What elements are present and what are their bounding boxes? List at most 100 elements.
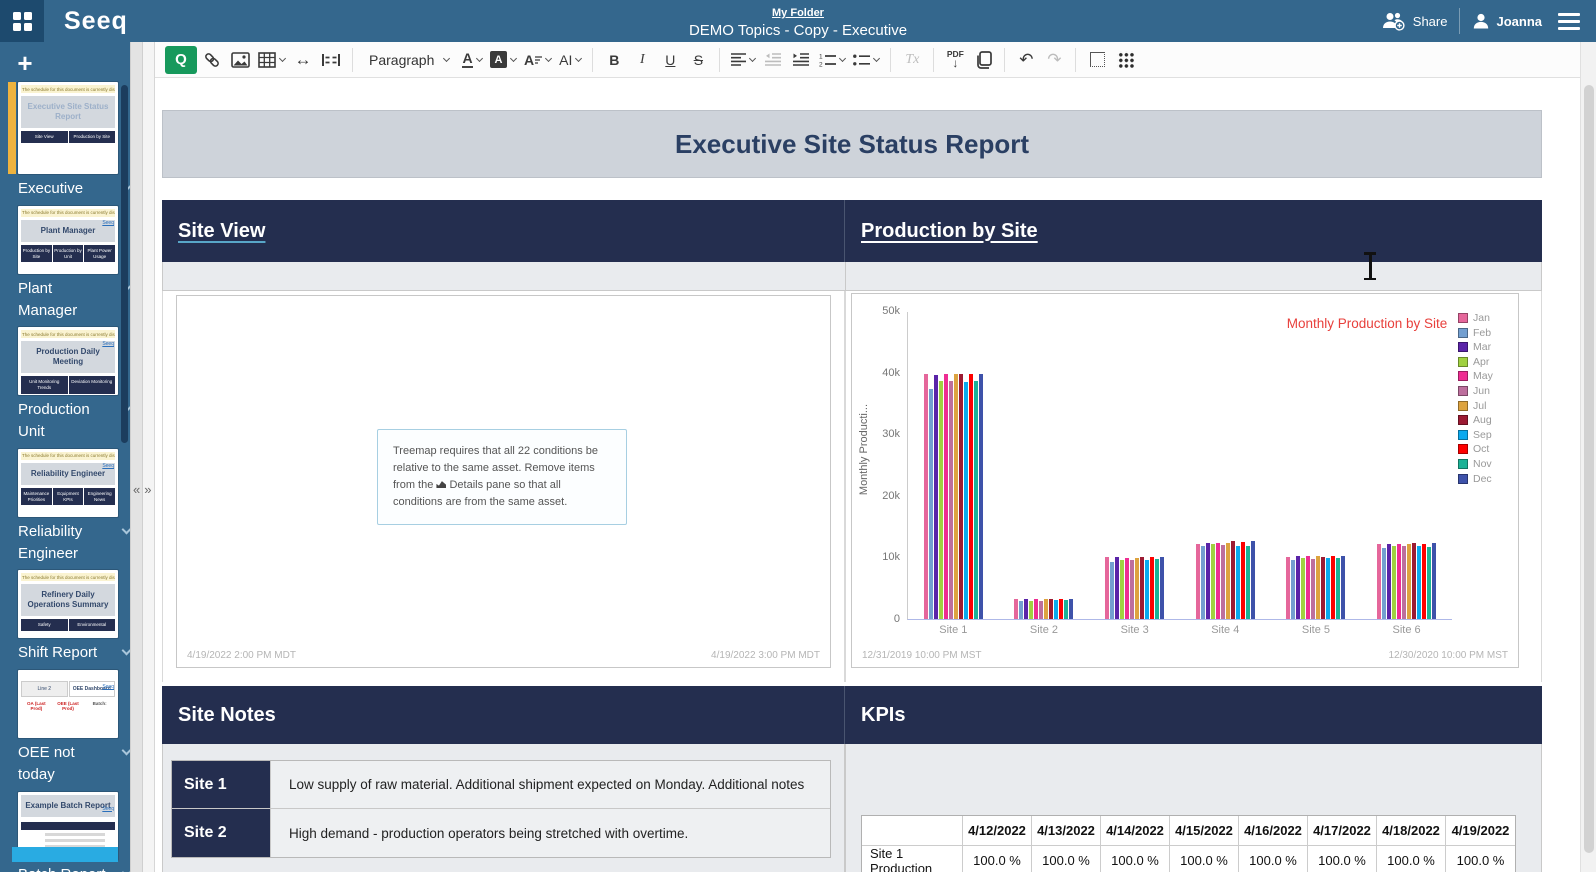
bar: [1059, 599, 1064, 619]
chart-y-axis-label: Monthly Producti...: [858, 404, 870, 496]
sidebar-scrollbar[interactable]: [121, 85, 128, 443]
thumbnail-cells: Line 2 OEE Dashboard: [21, 681, 115, 697]
sidebar-splitter[interactable]: «»: [130, 42, 155, 872]
sidebar-item-label[interactable]: Shift Report: [18, 642, 130, 664]
thumbnail-sections: Unit Monitoring Trends Deviation Monitori…: [21, 376, 115, 394]
bar-group: [1195, 541, 1255, 619]
sidebar-item-label[interactable]: Reliability Engineer: [18, 521, 130, 565]
border-style-button[interactable]: [1084, 46, 1110, 74]
seeq-link[interactable]: Seeq: [102, 219, 114, 226]
chevron-down-icon[interactable]: [121, 745, 130, 756]
production-by-site-link[interactable]: Production by Site: [861, 219, 1038, 242]
kpi-value-cell: 100.0 %: [1446, 846, 1515, 872]
production-chart[interactable]: Monthly Production by Site Monthly Produ…: [851, 293, 1519, 668]
clear-formatting-button[interactable]: Tx: [905, 51, 920, 67]
document-thumbnail[interactable]: Seeq Line 2 OEE Dashboard OA (Last Prod) OEE…: [18, 670, 118, 738]
font-family-button[interactable]: AI: [556, 46, 584, 74]
insert-seeq-content-button[interactable]: Q: [165, 45, 197, 74]
sidebar-item-label[interactable]: OEE not today: [18, 742, 130, 786]
bar: [1296, 556, 1301, 619]
kpi-value-cell: 100.0 %: [1170, 846, 1239, 872]
document-thumbnail[interactable]: The schedule for this document is curren…: [18, 205, 118, 274]
bar: [1392, 545, 1397, 619]
paragraph-style-dropdown[interactable]: Paragraph: [361, 46, 457, 74]
breadcrumb[interactable]: My Folder: [772, 7, 824, 19]
scrollbar-thumb[interactable]: [1584, 85, 1594, 853]
indent-button[interactable]: [788, 46, 814, 74]
legend-label: Dec: [1473, 472, 1492, 485]
copy-pages-button[interactable]: [970, 46, 996, 74]
strikethrough-button[interactable]: S: [693, 51, 704, 68]
thumbnail-section-chip: Equipment KPIs: [52, 487, 84, 506]
sidebar-item-label[interactable]: Plant Manager: [18, 278, 130, 322]
page-break-button[interactable]: [318, 46, 344, 74]
document-thumbnail[interactable]: The schedule for this document is curren…: [18, 327, 118, 396]
topic-document[interactable]: Executive Site Status Report Site View P…: [155, 78, 1580, 872]
resize-width-button[interactable]: ↔: [294, 50, 312, 69]
bar: [923, 374, 928, 619]
bold-button[interactable]: B: [609, 51, 620, 68]
chevron-down-icon: [509, 54, 518, 63]
export-pdf-button[interactable]: PDF ↓: [946, 48, 964, 71]
range-end-timestamp: 12/30/2020 10:00 PM MST: [1388, 650, 1508, 661]
font-background-button[interactable]: A: [487, 46, 519, 74]
label-text: OEE not today: [18, 744, 75, 783]
chevron-down-icon[interactable]: [121, 524, 130, 535]
sidebar-item-label[interactable]: Batch Report: [18, 864, 130, 872]
font-size-button[interactable]: A: [521, 46, 554, 74]
bullet-list-button[interactable]: [850, 46, 882, 74]
sidebar-collapse-handles[interactable]: «»: [133, 482, 156, 497]
insert-image-button[interactable]: [227, 46, 253, 74]
bar: [1220, 545, 1225, 619]
chevron-down-icon[interactable]: [121, 645, 130, 656]
seeq-link[interactable]: Seeq: [102, 341, 114, 348]
bar: [1336, 558, 1341, 619]
seeq-link[interactable]: Seeq: [102, 684, 114, 690]
redo-button[interactable]: ↷: [1047, 50, 1062, 69]
text-align-button[interactable]: [728, 46, 758, 74]
bar: [1034, 599, 1039, 619]
bar-group: [923, 373, 983, 619]
bar: [1377, 543, 1382, 619]
add-document-button[interactable]: +: [17, 48, 33, 78]
document-thumbnail[interactable]: The schedule for this document is curren…: [18, 448, 118, 517]
chart-legend: Jan Feb Mar Apr May Jun Jul Aug Sep Oct Nov Dec: [1458, 312, 1493, 487]
chevron-down-icon[interactable]: [121, 867, 130, 872]
document-thumbnail[interactable]: Seeq Example Batch Report: [18, 791, 118, 860]
font-color-button[interactable]: A: [459, 46, 485, 74]
sidebar-item-label[interactable]: Production Unit: [18, 399, 130, 443]
page-scrollbar[interactable]: [1580, 42, 1596, 872]
site-view-content[interactable]: Treemap requires that all 22 conditions …: [176, 295, 831, 668]
seeq-link[interactable]: Seeq: [102, 805, 114, 812]
background-pattern-button[interactable]: [1112, 46, 1138, 74]
bar: [1341, 556, 1346, 619]
seeq-link[interactable]: Seeq: [102, 462, 114, 469]
user-menu[interactable]: Joanna: [1472, 12, 1542, 30]
share-button[interactable]: Share: [1381, 11, 1447, 31]
bar: [1140, 557, 1145, 619]
grid-icon: [12, 11, 32, 31]
sidebar-item-label[interactable]: Executive: [18, 178, 130, 200]
thumbnail-red-cells: OA (Last Prod) OEE (Last Prod) Batch:: [21, 701, 115, 711]
outdent-icon: [765, 53, 782, 66]
underline-button[interactable]: U: [665, 51, 676, 68]
numbered-list-button[interactable]: 1 2: [816, 46, 848, 74]
bar: [1210, 544, 1215, 619]
hamburger-menu-icon[interactable]: [1554, 9, 1584, 34]
insert-table-button[interactable]: [255, 46, 288, 74]
outdent-button[interactable]: [760, 46, 786, 74]
thumbnail-red-cell: OA (Last Prod): [27, 701, 46, 711]
kpi-date-header: 4/19/2022: [1446, 816, 1515, 845]
undo-button[interactable]: ↶: [1019, 50, 1034, 69]
document-thumbnail[interactable]: The schedule for this document is curren…: [18, 82, 118, 174]
app-grid-button[interactable]: [0, 0, 44, 42]
italic-button[interactable]: I: [640, 51, 645, 67]
link-button[interactable]: [199, 46, 225, 74]
bar: [1427, 546, 1432, 619]
kpi-value-cell: 100.0 %: [1101, 846, 1170, 872]
bar: [1150, 557, 1155, 619]
thumbnail-title: Plant Manager: [21, 219, 115, 242]
document-thumbnail[interactable]: The schedule for this document is curren…: [18, 570, 118, 639]
table-icon: [258, 51, 276, 68]
bar-group: [1286, 555, 1346, 619]
